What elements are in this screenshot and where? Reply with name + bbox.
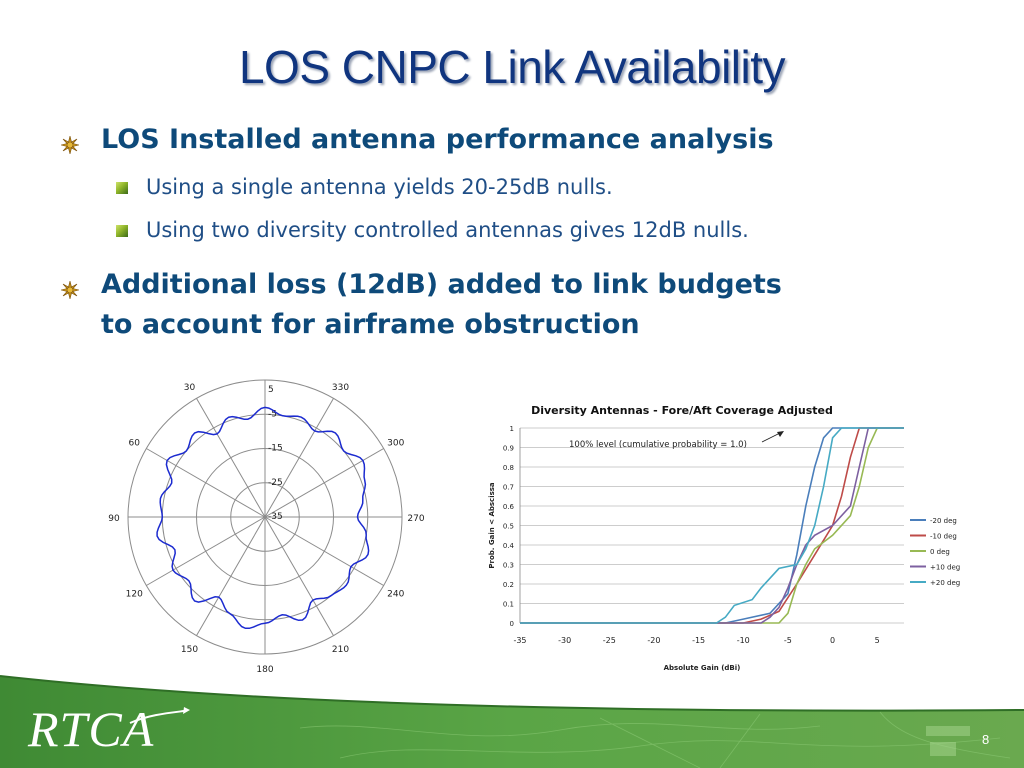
y-tick-label: 0.5 <box>503 523 514 531</box>
x-axis-label: Absolute Gain (dBi) <box>664 664 741 672</box>
x-tick-label: -20 <box>647 636 660 645</box>
x-tick-label: -30 <box>558 636 571 645</box>
series-line <box>520 427 904 624</box>
x-tick-label: -5 <box>784 636 792 645</box>
polar-radial-label: -15 <box>268 444 283 454</box>
polar-radial-label: 5 <box>268 385 274 395</box>
starburst-bullet-icon <box>61 136 79 154</box>
polar-angle-label: 240 <box>387 590 404 600</box>
polar-pattern-trace <box>156 406 370 630</box>
bullet-2-line-1: Additional loss (12dB) added to link bud… <box>101 269 782 300</box>
polar-angle-label: 120 <box>126 590 143 600</box>
y-tick-label: 0.1 <box>503 601 514 609</box>
polar-angle-label: 270 <box>407 514 424 524</box>
legend-label: +20 deg <box>930 579 960 587</box>
x-tick-label: 5 <box>875 636 880 645</box>
swoosh-arrow-icon <box>129 707 190 724</box>
bullet-1-text: LOS Installed antenna performance analys… <box>101 124 774 155</box>
series-line <box>520 427 904 624</box>
polar-spoke <box>264 398 334 518</box>
y-tick-label: 1 <box>510 425 514 433</box>
polar-spoke <box>146 448 266 518</box>
y-tick-label: 0.8 <box>503 464 514 472</box>
polar-spoke <box>196 516 266 636</box>
x-tick-label: -35 <box>513 636 526 645</box>
sub-bullet-2-text: Using two diversity controlled antennas … <box>146 218 749 242</box>
polar-radial-label: -5 <box>268 409 277 419</box>
series-line <box>520 427 904 624</box>
polar-angle-label: 180 <box>256 665 273 675</box>
legend-label: -10 deg <box>930 533 957 541</box>
y-tick-label: 0.9 <box>503 445 514 453</box>
chart-title: Diversity Antennas - Fore/Aft Coverage A… <box>531 404 833 417</box>
y-axis-label: Prob. Gain < Abscissa <box>488 482 496 569</box>
annotation-arrowhead <box>777 431 784 437</box>
polar-angle-label: 90 <box>108 514 120 524</box>
y-tick-label: 0.7 <box>503 484 514 492</box>
legend-label: 0 deg <box>930 548 950 556</box>
polar-angle-label: 300 <box>387 439 404 449</box>
polar-spoke <box>264 516 334 636</box>
polar-angle-label: 330 <box>332 383 349 393</box>
polar-spoke <box>264 448 384 518</box>
legend-label: +10 deg <box>930 564 960 572</box>
y-tick-label: 0 <box>510 620 514 628</box>
square-bullet-icon <box>116 225 128 237</box>
x-tick-label: 0 <box>830 636 835 645</box>
page-number: 8 <box>982 732 990 747</box>
y-tick-label: 0.2 <box>503 581 514 589</box>
cdf-line-chart: Diversity Antennas - Fore/Aft Coverage A… <box>488 404 960 672</box>
footer-map-banner <box>0 675 1024 768</box>
y-tick-label: 0.4 <box>503 542 515 550</box>
legend-label: -20 deg <box>930 517 957 525</box>
x-tick-label: -15 <box>692 636 705 645</box>
polar-spoke <box>146 516 266 586</box>
series-line <box>520 427 904 624</box>
x-tick-label: -25 <box>603 636 616 645</box>
slide-title: LOS CNPC Link Availability <box>238 41 786 93</box>
x-tick-label: -10 <box>737 636 750 645</box>
polar-pattern-chart: 30 60 90 120 150 180 210 240 270 300 330 5 -5 -15 -25 -… <box>108 379 425 675</box>
polar-angle-label: 60 <box>129 439 141 449</box>
series-line <box>520 427 904 624</box>
bullet-2-line-2: to account for airframe obstruction <box>101 309 640 340</box>
polar-angle-label: 210 <box>332 645 349 655</box>
annotation-label: 100% level (cumulative probability = 1.0… <box>569 440 747 450</box>
polar-angle-label: 30 <box>184 383 196 393</box>
y-tick-label: 0.3 <box>503 562 514 570</box>
rtca-logo: RTCA <box>28 701 155 757</box>
polar-spoke <box>196 398 266 518</box>
polar-radial-label: -35 <box>268 512 283 522</box>
polar-radial-label: -25 <box>268 478 283 488</box>
polar-angle-label: 150 <box>181 645 198 655</box>
square-bullet-icon <box>116 182 128 194</box>
starburst-bullet-icon <box>61 281 79 299</box>
sub-bullet-1-text: Using a single antenna yields 20-25dB nu… <box>146 175 613 199</box>
y-tick-label: 0.6 <box>503 503 515 511</box>
polar-spoke <box>264 516 384 586</box>
